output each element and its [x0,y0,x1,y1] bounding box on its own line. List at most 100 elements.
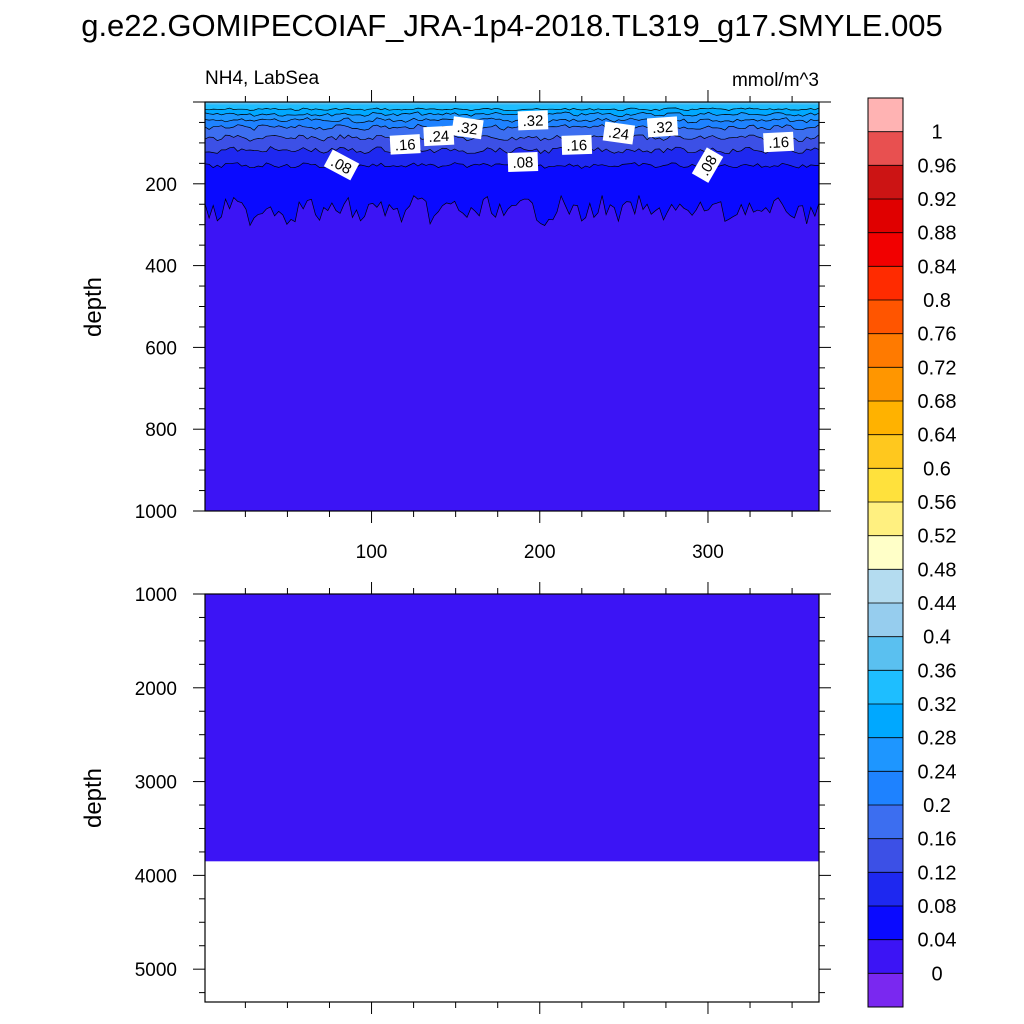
contour-label: .08 [507,151,539,173]
chart-title: g.e22.GOMIPECOIAF_JRA-1p4-2018.TL319_g17… [81,8,943,43]
colorbar-frame [867,97,904,1008]
contour-label-box [507,151,539,173]
colorbar-swatch [868,838,903,873]
panel-left-label: NH4, LabSea [205,68,320,89]
colorbar-label: 0.04 [918,930,957,952]
contour-label: .24 [423,125,455,147]
contour-label-text: .08 [512,154,533,172]
colorbar-swatch [868,502,903,537]
contour-label-box [763,131,795,153]
contour-line [204,111,820,117]
x-tick-label: 200 [524,542,556,563]
y-tick-label: 5000 [135,960,177,981]
top-y-axis-label: depth [80,277,107,337]
contour-label-text: .24 [607,124,630,144]
colorbar-swatch [868,98,903,133]
contour-line [204,123,820,131]
bottom-y-axis-label: depth [80,768,107,828]
colorbar-swatch [868,973,903,1008]
colorbar-swatch [868,737,903,772]
contour-line [204,107,820,112]
colorbar-label: 0.12 [918,862,957,884]
y-tick-label: 3000 [135,773,177,794]
colorbar: 1 0.96 0.92 0.88 0.84 0.8 0.76 0.72 0.68 0.64 0.6 0… [867,97,957,1008]
colorbar-label: 0.4 [923,627,951,649]
colorbar-swatch [868,603,903,638]
colorbar-label: 0.72 [918,357,957,379]
contour-label-box [389,134,421,155]
colorbar-label: 0.56 [918,492,957,514]
contour-label-text: .32 [652,119,674,137]
colorbar-label: 0.44 [918,593,957,615]
colorbar-swatch [868,367,903,402]
contour-label-text: .32 [456,119,479,139]
y-tick-label: 600 [145,338,177,359]
y-tick-label: 800 [145,420,177,441]
colorbar-swatch [868,199,903,234]
y-tick-label: 2000 [135,679,177,700]
colorbar-label: 0.8 [923,290,951,312]
contour-label: .32 [517,110,549,131]
colorbar-swatch [868,771,903,806]
colorbar-swatch [868,232,903,267]
x-tick-label: 100 [356,542,388,563]
contour-line [204,134,820,142]
colorbar-label: 0.52 [918,526,957,548]
colorbar-label: 0.6 [923,458,951,480]
colorbar-swatch [868,906,903,941]
colorbar-label: 0.16 [918,829,957,851]
contour-label-text: .16 [566,137,587,155]
colorbar-swatch [868,401,903,436]
colorbar-label: 0.24 [918,761,957,783]
colorbar-label: 0.28 [918,728,957,750]
x-tick-label: 300 [692,542,724,563]
colorbar-label: 0.36 [918,660,957,682]
colorbar-swatch [868,468,903,503]
contour-label: .32 [646,116,679,138]
contour-label-text: .24 [428,128,450,146]
colorbar-label: 1 [931,122,942,144]
y-tick-label: 1000 [135,585,177,606]
top-axis-ticks: 200 400 600 800 1000 100 200 300 [135,90,831,563]
y-tick-label: 200 [145,175,177,196]
colorbar-swatch [868,704,903,739]
bottom-plot-frame [204,593,820,1003]
bottom-deep-fill [205,594,819,862]
contour-label-box [602,121,636,145]
colorbar-swatch [868,266,903,301]
colorbar-swatch [868,434,903,469]
colorbar-label: 0.76 [918,324,957,346]
contour-line [204,194,820,227]
contour-line [204,117,820,124]
contour-label-box [451,116,484,140]
colorbar-label: 0.64 [918,425,957,447]
colorbar-swatch [868,569,903,604]
contour-label-box [423,125,455,147]
panel-units-label: mmol/m^3 [732,70,819,91]
colorbar-swatch [868,670,903,705]
contour-line [204,146,820,155]
top-contour-labels: .08.16.24.32.32.16.08.16.24.32.08 [323,110,795,183]
y-tick-label: 1000 [135,502,177,523]
bottom-panel: 1000 2000 3000 4000 5000 [135,582,831,1014]
colorbar-swatch [868,805,903,840]
colorbar-swatch [868,300,903,335]
colorbar-swatch [868,165,903,200]
contour-label-box [646,116,679,138]
contour-label: .16 [389,134,421,155]
bottom-axis-ticks: 1000 2000 3000 4000 5000 [135,582,831,1014]
colorbar-swatch [868,872,903,907]
colorbar-label: 0 [931,963,942,985]
colorbar-label: 0.32 [918,694,957,716]
colorbar-label: 0.88 [918,223,957,245]
colorbar-swatch [868,636,903,671]
colorbar-swatch [868,333,903,368]
colorbar-label: 0.92 [918,189,957,211]
contour-label-text: .16 [394,136,416,154]
colorbar-label: 0.48 [918,559,957,581]
colorbar-label: 0.2 [923,795,951,817]
colorbar-label: 0.96 [918,155,957,177]
colorbar-label: 0.08 [918,896,957,918]
contour-label: .24 [602,121,636,145]
top-panel: .08.16.24.32.32.16.08.16.24.32.08 200400… [135,90,831,563]
